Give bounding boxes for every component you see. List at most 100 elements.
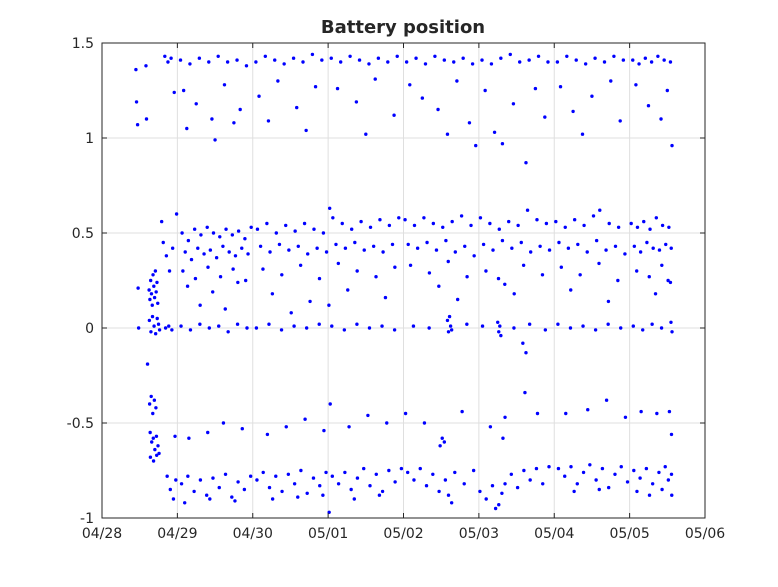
- data-point: [165, 474, 169, 478]
- data-point: [508, 52, 512, 57]
- data-point: [173, 434, 177, 438]
- data-point: [148, 455, 153, 459]
- data-point: [150, 303, 154, 307]
- data-point: [218, 275, 223, 279]
- data-point: [134, 100, 139, 104]
- data-point: [166, 60, 170, 64]
- data-point: [186, 238, 191, 243]
- data-point: [216, 54, 220, 58]
- data-point: [656, 54, 660, 58]
- data-point: [352, 497, 356, 501]
- data-point: [198, 303, 202, 307]
- data-point: [136, 286, 140, 290]
- data-point: [547, 248, 552, 252]
- data-point: [330, 324, 334, 328]
- data-point: [151, 411, 155, 416]
- data-point: [181, 269, 185, 273]
- data-point: [488, 221, 492, 226]
- data-point: [535, 411, 540, 416]
- data-point: [311, 476, 316, 480]
- data-point: [194, 102, 198, 106]
- data-point: [235, 58, 239, 62]
- data-point: [217, 485, 221, 490]
- data-point: [623, 415, 628, 419]
- data-point: [666, 278, 670, 283]
- data-point: [163, 54, 167, 58]
- data-point: [634, 269, 639, 273]
- data-point: [498, 324, 502, 328]
- data-point: [270, 497, 275, 501]
- data-point: [563, 474, 567, 478]
- data-point: [660, 223, 665, 228]
- data-point: [655, 411, 659, 416]
- data-point: [572, 489, 576, 494]
- data-point: [528, 478, 532, 482]
- data-point: [255, 227, 260, 231]
- data-point: [607, 221, 611, 226]
- data-point: [606, 485, 611, 490]
- data-point: [555, 60, 560, 64]
- data-point: [357, 58, 362, 62]
- data-point: [497, 330, 501, 334]
- data-point: [213, 138, 217, 142]
- data-point: [434, 248, 439, 252]
- data-point: [318, 484, 322, 488]
- data-point: [342, 328, 347, 332]
- data-point: [174, 212, 179, 216]
- data-point: [214, 256, 219, 260]
- data-point: [581, 470, 586, 475]
- data-point: [436, 107, 440, 112]
- data-point: [308, 299, 312, 304]
- data-point: [645, 240, 649, 245]
- data-point: [343, 246, 348, 250]
- data-point: [431, 221, 436, 226]
- data-point: [654, 216, 659, 220]
- data-point: [669, 432, 674, 437]
- data-point: [349, 487, 353, 492]
- data-point: [612, 54, 616, 58]
- data-point: [364, 132, 368, 136]
- data-point: [156, 322, 161, 326]
- data-point: [648, 227, 652, 231]
- data-point: [404, 60, 409, 64]
- data-point: [469, 223, 473, 228]
- data-point: [192, 227, 197, 231]
- data-point: [265, 221, 269, 226]
- data-point: [618, 119, 622, 123]
- data-point: [302, 221, 307, 226]
- data-point: [574, 58, 578, 62]
- data-point: [221, 421, 226, 425]
- data-point: [230, 233, 235, 237]
- data-point: [634, 83, 638, 87]
- data-point: [606, 322, 610, 326]
- data-point: [280, 273, 284, 277]
- x-tick-label: 04/29: [157, 526, 197, 542]
- data-point: [221, 244, 225, 248]
- data-point: [230, 495, 234, 499]
- y-tick-label: 0.5: [72, 226, 94, 242]
- data-point: [525, 208, 530, 212]
- data-point: [178, 58, 183, 62]
- data-points: [134, 52, 674, 514]
- x-axis: 04/28 04/29 04/30 05/01 05/02 05/03 05/04 05/05…: [82, 43, 725, 542]
- data-point: [535, 218, 539, 222]
- data-point: [472, 254, 476, 258]
- data-point: [623, 252, 627, 256]
- data-point: [206, 265, 210, 269]
- data-point: [353, 240, 357, 245]
- data-point: [154, 434, 159, 438]
- data-point: [274, 231, 279, 235]
- data-point: [543, 115, 547, 119]
- data-point: [650, 322, 654, 326]
- data-point: [185, 126, 189, 131]
- data-point: [223, 307, 227, 311]
- chart-title: Battery position: [321, 17, 485, 38]
- data-point: [499, 333, 503, 338]
- data-point: [145, 362, 150, 366]
- data-point: [431, 472, 435, 476]
- data-point: [613, 244, 618, 248]
- data-point: [276, 79, 280, 83]
- data-point: [662, 58, 666, 62]
- data-point: [387, 223, 392, 228]
- data-point: [666, 478, 671, 482]
